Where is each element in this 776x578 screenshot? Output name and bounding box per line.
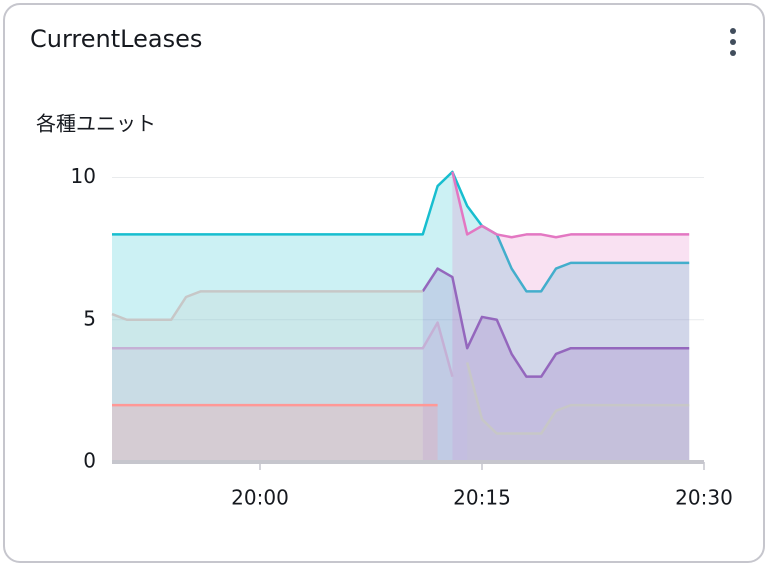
- series-line: [112, 170, 690, 293]
- menu-dot: [730, 39, 736, 45]
- area-fill: [422, 268, 690, 462]
- y-tick-label: 5: [83, 306, 96, 330]
- card: [3, 3, 765, 563]
- series-line: [451, 171, 690, 239]
- series-line: [111, 290, 423, 322]
- y-tick-label: 0: [83, 449, 96, 473]
- area-fill: [112, 171, 690, 462]
- series-line: [421, 267, 690, 378]
- y-axis-label: 各種ユニット: [36, 112, 156, 136]
- x-tick-label: 20:00: [231, 486, 289, 510]
- menu-button[interactable]: [730, 28, 736, 56]
- area-fill: [467, 362, 690, 462]
- series-line: [465, 362, 690, 435]
- widget-title: CurrentLeases: [30, 25, 202, 53]
- area-fill: [112, 322, 453, 462]
- menu-dot: [730, 50, 736, 56]
- y-tick-label: 10: [71, 164, 96, 188]
- series-line: [112, 321, 454, 377]
- area-fill: [112, 405, 438, 462]
- menu-dot: [730, 28, 736, 34]
- x-tick-label: 20:30: [675, 486, 733, 510]
- x-tick-label: 20:15: [453, 486, 511, 510]
- area-fill: [112, 291, 423, 462]
- area-fill: [452, 171, 690, 462]
